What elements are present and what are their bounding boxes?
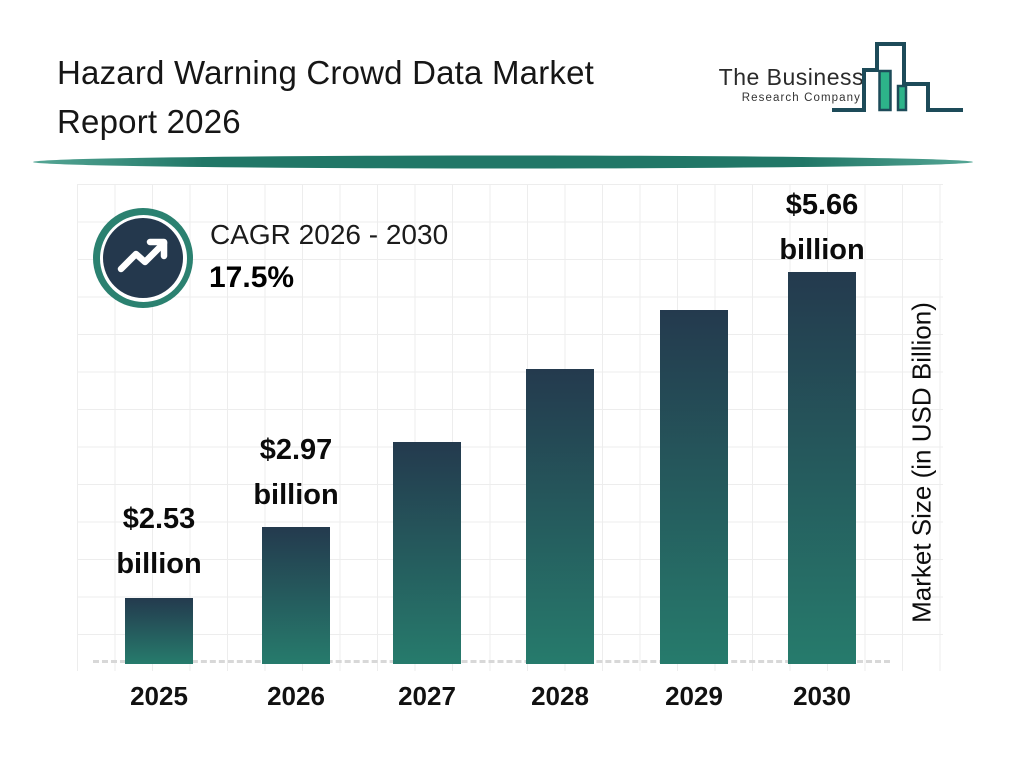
trending-up-arrow-icon <box>117 238 168 273</box>
value-label-line: $2.97 <box>259 434 333 466</box>
bar-2029 <box>660 310 728 664</box>
x-tick-label-2026: 2026 <box>267 681 325 711</box>
value-label-2026: $2.97 billion <box>216 428 376 518</box>
divider-line <box>33 155 973 169</box>
cagr-period-label: CAGR 2026 - 2030 <box>210 219 449 250</box>
bar-2028 <box>526 369 594 664</box>
x-tick-label-2028: 2028 <box>531 681 589 711</box>
bar-chart-skyline-icon <box>832 42 963 112</box>
page-title-line-1: Hazard Warning Crowd Data Market <box>57 54 595 91</box>
x-tick-label-2029: 2029 <box>665 681 723 711</box>
bar-2030 <box>788 272 856 664</box>
y-axis-label: Market Size (in USD Billion) <box>906 302 937 623</box>
value-label-line: billion <box>253 479 339 511</box>
x-tick-label-2030: 2030 <box>793 681 851 711</box>
cagr-badge <box>93 208 193 308</box>
cagr-badge-ring <box>99 214 187 302</box>
bar-2026 <box>262 527 330 664</box>
value-label-2030: $5.66 billion <box>742 183 902 273</box>
x-tick-label-2027: 2027 <box>398 681 456 711</box>
value-label-line: $2.53 <box>122 503 196 535</box>
cagr-value: 17.5% <box>209 261 295 294</box>
x-tick-label-2025: 2025 <box>130 681 188 711</box>
bar-2025 <box>125 598 193 664</box>
logo-company-subtitle: Research Company <box>741 92 861 104</box>
value-label-line: billion <box>116 548 202 580</box>
value-label-2025: $2.53 billion <box>79 497 239 587</box>
bar-2027 <box>393 442 461 664</box>
cagr-badge-circle <box>103 218 183 298</box>
value-label-line: $5.66 <box>785 189 859 221</box>
page-title: Hazard Warning Crowd Data Market Report … <box>57 48 594 146</box>
x-axis-baseline <box>93 660 890 663</box>
page-title-line-2: Report 2026 <box>57 103 241 140</box>
logo-company-name: The Business <box>718 64 864 90</box>
value-label-line: billion <box>779 234 865 266</box>
